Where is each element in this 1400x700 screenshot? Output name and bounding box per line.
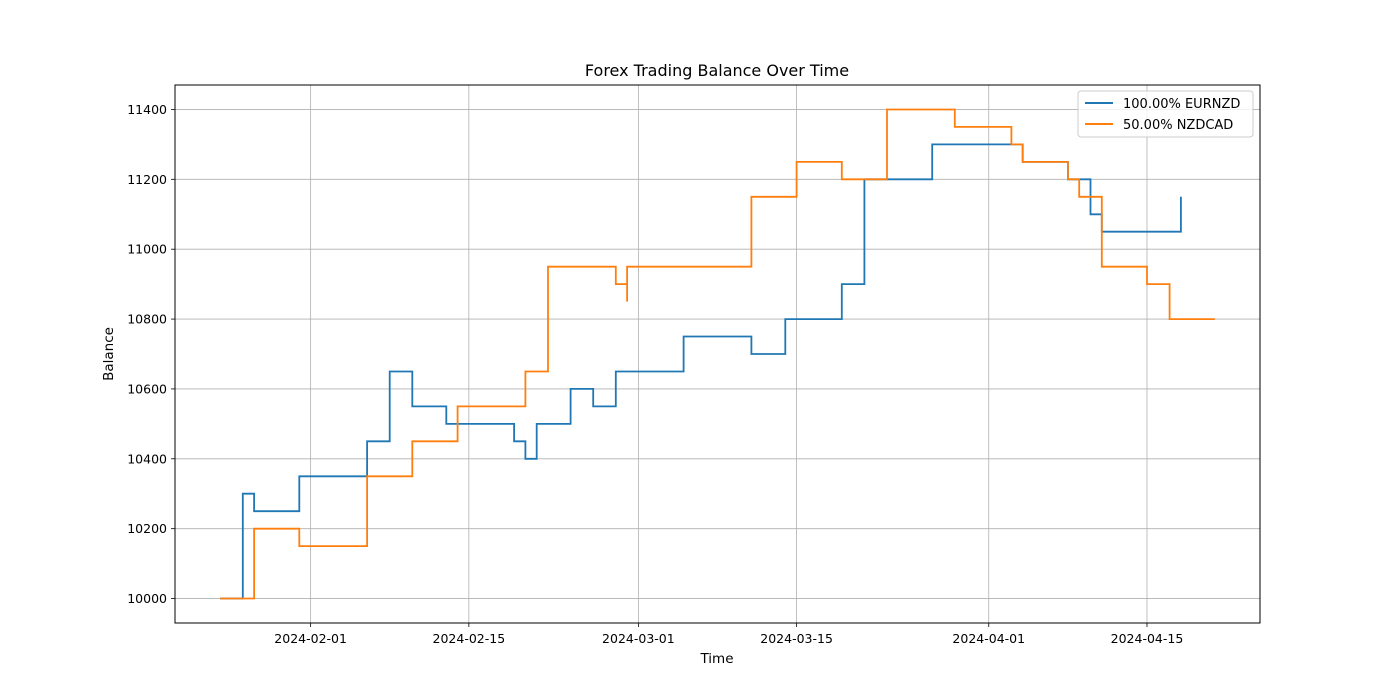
y-tick-label: 10000 — [127, 591, 167, 606]
series-line-nzdcad — [220, 108, 1215, 600]
y-tick-label: 10800 — [127, 312, 167, 327]
y-tick-label: 11400 — [127, 102, 167, 117]
y-tick-label: 10400 — [127, 451, 167, 466]
plot-frame — [174, 84, 1261, 624]
ticks: 2024-02-01 2024-02-15 2024-03-01 2024-03-15… — [127, 102, 1183, 646]
legend-label-nzdcad: 50.00% NZDCAD — [1123, 118, 1233, 133]
y-tick-label: 10600 — [127, 381, 167, 396]
legend-label-eurnzd: 100.00% EURNZD — [1123, 97, 1240, 112]
y-tick-label: 11000 — [127, 242, 167, 257]
y-axis-title: Balance — [101, 327, 117, 381]
x-axis-title: Time — [699, 651, 733, 667]
x-tick-label: 2024-02-01 — [274, 631, 347, 646]
x-tick-label: 2024-02-15 — [433, 631, 506, 646]
x-tick-label: 2024-04-01 — [952, 631, 1025, 646]
x-tick-label: 2024-03-01 — [602, 631, 675, 646]
legend: 100.00% EURNZD 50.00% NZDCAD — [1077, 90, 1254, 138]
chart-title: Forex Trading Balance Over Time — [585, 61, 849, 80]
series-layer — [220, 108, 1215, 600]
legend-box — [1077, 90, 1254, 138]
y-tick-label: 10200 — [127, 521, 167, 536]
x-tick-label: 2024-03-15 — [760, 631, 833, 646]
y-tick-label: 11200 — [127, 172, 167, 187]
grid — [175, 85, 1260, 623]
x-tick-label: 2024-04-15 — [1111, 631, 1184, 646]
